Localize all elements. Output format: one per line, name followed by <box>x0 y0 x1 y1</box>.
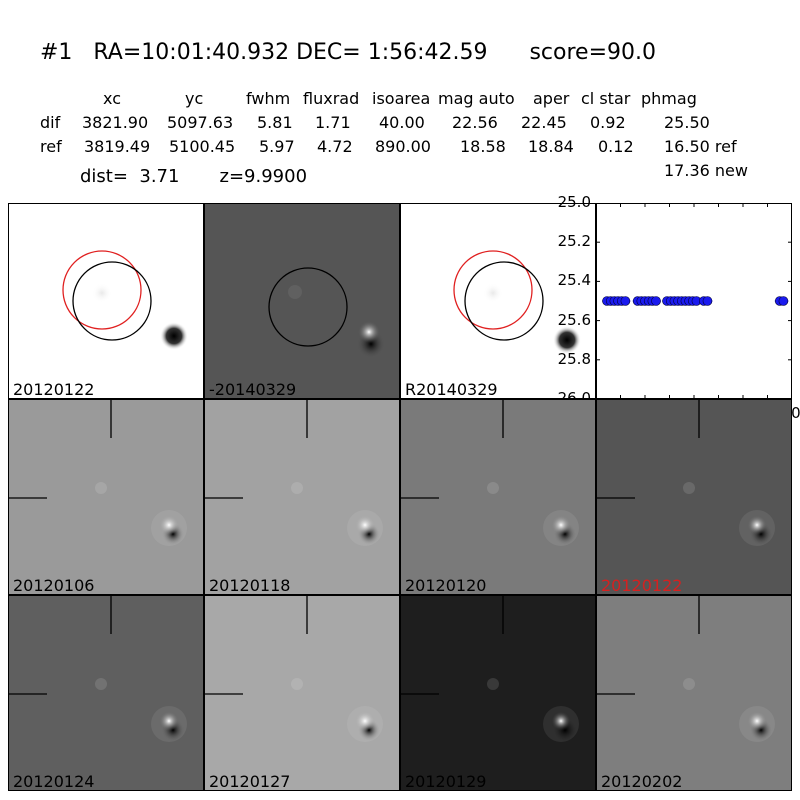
panel-label: 20120129 <box>405 772 487 791</box>
col-header-xc: xc <box>103 89 121 108</box>
light-curve-svg <box>596 202 793 400</box>
table-cell: 1.71 <box>315 113 351 132</box>
table-cell: 18.84 <box>528 137 574 156</box>
col-header-mag-auto: mag auto <box>438 89 515 108</box>
page-title: #1 RA=10:01:40.932 DEC= 1:56:42.59 score… <box>40 40 656 65</box>
table-cell: 3819.49 <box>84 137 151 156</box>
image-cutout <box>62 250 188 350</box>
panel-label: 20120122 <box>601 576 683 595</box>
image-cutout <box>401 596 579 742</box>
image-cutout <box>268 267 385 358</box>
panel-label: R20140329 <box>405 380 498 399</box>
panel-label: 20120124 <box>13 772 95 791</box>
row-label-ref: ref <box>40 137 62 156</box>
table-cell: 5097.63 <box>167 113 234 132</box>
data-point <box>702 296 713 306</box>
col-header-fwhm: fwhm <box>246 89 291 108</box>
image-cutout <box>9 400 187 546</box>
data-point <box>620 296 631 306</box>
col-header-cl-star: cl star <box>581 89 631 108</box>
panel-label: 20120122 <box>13 380 95 399</box>
light-curve-plot <box>596 202 793 400</box>
epoch-image-panel: 20120120 <box>400 399 596 595</box>
y-tick-label: 25.4 <box>557 271 591 290</box>
reference-circle <box>453 250 533 330</box>
image-cutout <box>453 250 581 354</box>
panel-label: 20120118 <box>209 576 291 595</box>
table-cell: 3821.90 <box>82 113 149 132</box>
y-tick-label: 25.0 <box>557 193 591 211</box>
reference-circle <box>62 250 142 330</box>
image-panel-new: 20120122 <box>8 203 204 399</box>
epoch-image-panel: 20120106 <box>8 399 204 595</box>
panel-label: 20120106 <box>13 576 95 595</box>
detection-circle <box>464 261 544 341</box>
image-cutout <box>9 596 187 742</box>
panel-label: 20120202 <box>601 772 683 791</box>
detection-circle <box>72 261 152 341</box>
image-cutout <box>205 400 383 546</box>
table-cell: 16.50 ref <box>664 137 737 156</box>
col-header-yc: yc <box>185 89 204 108</box>
table-cell: 5.97 <box>259 137 295 156</box>
image-cutout <box>205 596 383 742</box>
col-header-isoarea: isoarea <box>372 89 431 108</box>
table-cell: 5.81 <box>257 113 293 132</box>
image-panel-difference: -20140329 <box>204 203 400 399</box>
distance-redshift-line: dist= 3.71 z=9.9900 <box>80 166 308 187</box>
data-point <box>651 296 661 306</box>
table-cell: 890.00 <box>375 137 431 156</box>
table-cell: 5100.45 <box>169 137 236 156</box>
epoch-image-panel: 20120124 <box>8 595 204 791</box>
image-cutout <box>597 400 775 546</box>
table-cell: 0.12 <box>598 137 634 156</box>
image-cutout <box>597 596 775 742</box>
detection-circle <box>268 267 348 347</box>
epoch-image-panel: 20120122 <box>596 399 792 595</box>
panel-label: 20120127 <box>209 772 291 791</box>
col-header-fluxrad: fluxrad <box>303 89 360 108</box>
panel-label: 20120120 <box>405 576 487 595</box>
col-header-aper: aper <box>533 89 570 108</box>
epoch-image-panel: 20120202 <box>596 595 792 791</box>
image-cutout <box>401 400 579 546</box>
table-cell: 18.58 <box>460 137 506 156</box>
image-panel-reference: R20140329 <box>400 203 596 399</box>
epoch-image-panel: 20120127 <box>204 595 400 791</box>
table-cell: 40.00 <box>379 113 425 132</box>
y-tick-label: 25.6 <box>557 310 591 329</box>
table-cell: 22.56 <box>452 113 498 132</box>
row-label-dif: dif <box>40 113 61 132</box>
epoch-image-panel: 20120118 <box>204 399 400 595</box>
phmag-new-value: 17.36 new <box>664 161 748 180</box>
y-tick-label: 25.2 <box>557 232 591 251</box>
table-cell: 4.72 <box>317 137 353 156</box>
table-cell: 25.50 <box>664 113 710 132</box>
table-cell: 22.45 <box>521 113 567 132</box>
y-tick-label: 25.8 <box>557 349 591 368</box>
panel-label: -20140329 <box>209 380 297 399</box>
col-header-phmag: phmag <box>641 89 697 108</box>
data-point <box>778 296 789 306</box>
table-cell: 0.92 <box>590 113 626 132</box>
epoch-image-panel: 20120129 <box>400 595 596 791</box>
